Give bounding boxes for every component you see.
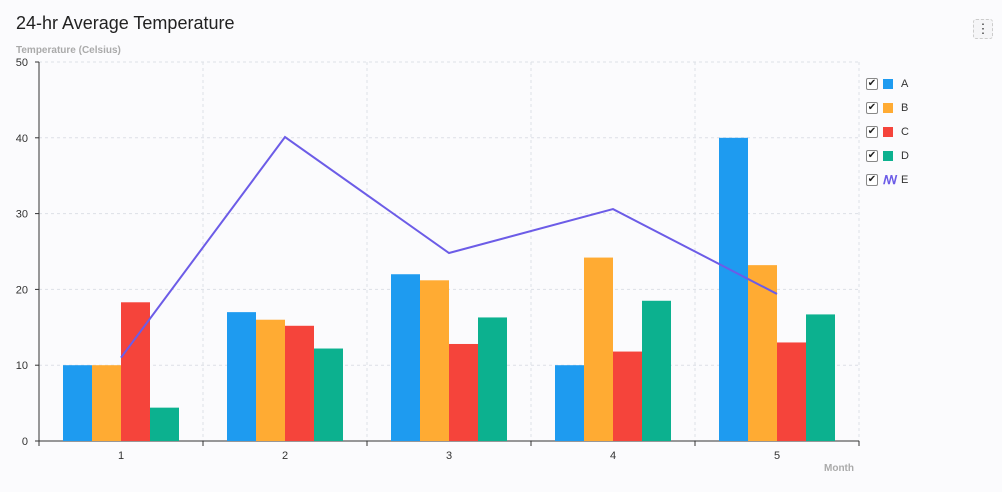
x-tick-label: 1 [118, 450, 124, 462]
y-tick-label: 10 [16, 360, 28, 372]
bar-A-4 [555, 365, 584, 441]
y-tick-label: 0 [22, 436, 28, 448]
bar-C-5 [777, 342, 806, 441]
legend-item-C[interactable]: ✔ C [866, 120, 909, 144]
checkbox-icon[interactable]: ✔ [866, 150, 878, 162]
legend-item-D[interactable]: ✔ D [866, 144, 909, 168]
bar-A-3 [391, 274, 420, 441]
bar-A-5 [719, 137, 748, 442]
legend-label: C [901, 126, 909, 138]
checkbox-icon[interactable]: ✔ [866, 78, 878, 90]
legend-label: B [901, 102, 909, 114]
legend-item-E[interactable]: ✔ ꟿ E [866, 168, 909, 192]
y-tick-label: 30 [16, 209, 28, 221]
bar-D-1 [150, 407, 179, 441]
y-tick-label: 20 [16, 284, 28, 296]
y-axis-label: Temperature (Celsius) [16, 45, 121, 56]
x-axis-label: Month [824, 463, 854, 474]
legend-item-A[interactable]: ✔ A [866, 72, 909, 96]
bar-D-3 [478, 317, 507, 441]
chart-menu-button[interactable]: ⋮ [973, 19, 993, 39]
legend-label: D [901, 150, 909, 162]
line-series-E [120, 135, 778, 359]
checkbox-icon[interactable]: ✔ [866, 126, 878, 138]
bar-C-2 [285, 325, 314, 441]
bar-D-4 [642, 300, 671, 441]
bar-A-1 [63, 365, 92, 441]
bar-D-5 [806, 314, 835, 441]
bar-B-4 [584, 257, 613, 441]
bar-C-3 [449, 343, 478, 441]
chart-legend: ✔ A ✔ B ✔ C ✔ D ✔ ꟿ E [866, 72, 909, 192]
color-swatch-icon [883, 127, 893, 137]
chart-title: 24-hr Average Temperature [16, 13, 235, 33]
y-tick-label: 40 [16, 133, 28, 145]
x-tick-label: 3 [446, 450, 452, 462]
x-tick-label: 5 [774, 450, 780, 462]
legend-label: A [901, 78, 909, 90]
bar-C-4 [613, 351, 642, 441]
color-swatch-icon [883, 103, 893, 113]
checkbox-icon[interactable]: ✔ [866, 102, 878, 114]
x-tick-label: 4 [610, 450, 616, 462]
line-swatch-icon: ꟿ [883, 173, 898, 187]
bar-B-2 [256, 319, 285, 441]
x-tick-label: 2 [282, 450, 288, 462]
color-swatch-icon [883, 151, 893, 161]
bar-B-3 [420, 280, 449, 441]
bar-B-1 [92, 365, 121, 441]
bar-A-2 [227, 312, 256, 441]
color-swatch-icon [883, 79, 893, 89]
more-vertical-icon: ⋮ [976, 21, 990, 36]
legend-label: E [901, 174, 909, 186]
y-tick-label: 50 [16, 57, 28, 69]
legend-item-B[interactable]: ✔ B [866, 96, 909, 120]
bar-B-5 [748, 265, 777, 441]
checkbox-icon[interactable]: ✔ [866, 174, 878, 186]
bar-D-2 [314, 348, 343, 441]
